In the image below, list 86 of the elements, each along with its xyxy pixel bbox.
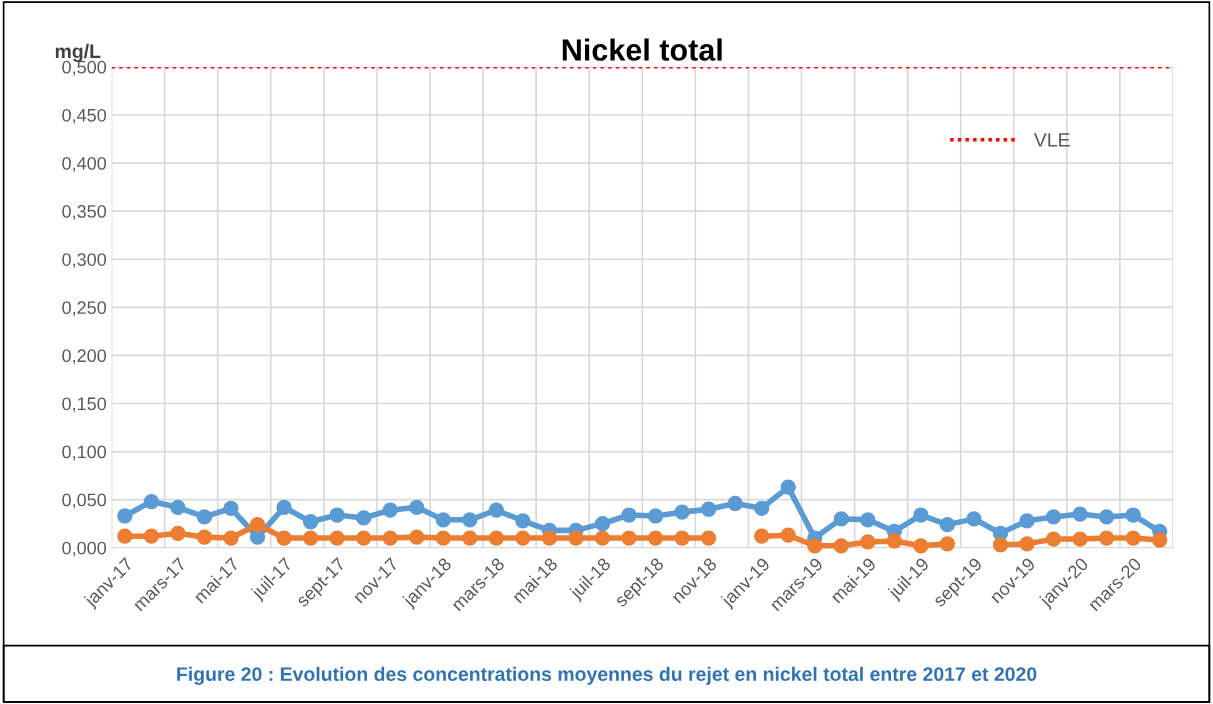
point [170,499,186,515]
y-tick-label: 0,100 [62,445,107,461]
point [462,512,478,528]
point [780,527,796,543]
legend-label: VLE [1033,133,1070,147]
point [223,530,239,546]
y-tick-label: 0,350 [62,205,107,220]
point [647,530,664,546]
point [435,512,451,528]
y-tick-label: 0,500 [62,60,107,76]
point [382,502,398,518]
point [860,534,876,550]
point [117,508,133,524]
point [302,514,319,530]
point [833,538,849,554]
point [621,507,637,523]
point [143,528,160,544]
point [249,516,266,533]
point [833,511,849,527]
point [276,499,292,515]
point [807,538,823,554]
point [939,516,956,533]
caption: Figure 20 : Evolution des concentrations moyennes du rejet en nickel total entre 2017 et 2020 [177,666,1037,685]
point [621,530,637,546]
point [223,500,239,516]
point [1125,507,1141,523]
point [1019,536,1035,552]
point [913,507,929,523]
point [329,507,345,523]
point [727,495,743,512]
point [1098,530,1115,546]
point [780,479,796,495]
y-tick-label: 0,000 [62,541,107,557]
point [700,501,717,517]
point [409,529,425,545]
point [674,530,690,546]
point [939,536,956,552]
point [647,508,664,524]
point [886,533,902,549]
point [913,538,929,554]
point [1125,530,1141,546]
point [515,513,531,529]
point [435,530,451,546]
point [329,530,345,546]
y-tick-label: 0,250 [62,301,107,317]
point [302,530,319,546]
point [1072,506,1088,522]
point [143,493,160,510]
point [594,530,611,546]
point [356,530,372,546]
point [462,530,478,546]
point [1045,531,1062,547]
point [541,530,558,546]
point [1019,513,1035,529]
point [966,511,982,527]
point [860,512,876,528]
point [488,530,504,546]
point [1045,509,1062,525]
point [754,500,770,516]
point [568,530,584,546]
point [276,530,292,546]
point [700,530,717,546]
point [992,537,1009,553]
point [117,528,133,544]
point [674,504,690,520]
y-tick-label: 0,150 [62,397,107,413]
y-axis-title: mg/L [55,43,101,63]
point [515,530,531,546]
point [170,525,186,541]
point [382,530,398,546]
point [1152,532,1168,548]
y-tick-label: 0,400 [62,156,107,172]
point [754,528,770,544]
point [196,529,213,545]
y-tick-label: 0,050 [62,493,107,509]
point [594,516,611,532]
point [356,510,372,526]
y-tick-label: 0,200 [62,349,107,365]
y-tick-label: 0,450 [62,108,107,124]
point [1072,531,1088,547]
point [409,499,425,515]
point [488,502,504,518]
point [196,509,213,525]
chart-title: Nickel total [562,38,722,61]
point [1098,509,1115,525]
y-tick-label: 0,300 [62,253,107,269]
